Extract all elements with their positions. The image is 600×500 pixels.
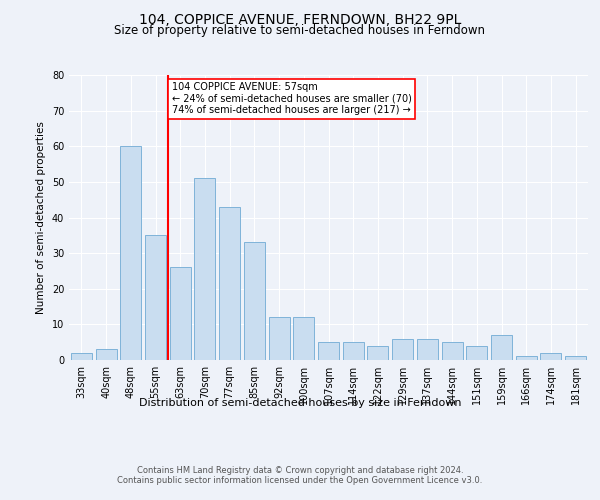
Bar bbox=[343, 342, 364, 360]
Bar bbox=[120, 146, 141, 360]
Bar bbox=[442, 342, 463, 360]
Bar bbox=[293, 318, 314, 360]
Y-axis label: Number of semi-detached properties: Number of semi-detached properties bbox=[36, 121, 46, 314]
Bar bbox=[194, 178, 215, 360]
Bar bbox=[71, 353, 92, 360]
Bar bbox=[219, 207, 240, 360]
Bar bbox=[318, 342, 339, 360]
Bar bbox=[95, 350, 116, 360]
Bar bbox=[269, 318, 290, 360]
Bar bbox=[516, 356, 537, 360]
Bar bbox=[466, 346, 487, 360]
Bar bbox=[392, 338, 413, 360]
Text: 104 COPPICE AVENUE: 57sqm
← 24% of semi-detached houses are smaller (70)
74% of : 104 COPPICE AVENUE: 57sqm ← 24% of semi-… bbox=[172, 82, 412, 116]
Text: Contains HM Land Registry data © Crown copyright and database right 2024.: Contains HM Land Registry data © Crown c… bbox=[137, 466, 463, 475]
Bar bbox=[244, 242, 265, 360]
Text: Contains public sector information licensed under the Open Government Licence v3: Contains public sector information licen… bbox=[118, 476, 482, 485]
Bar bbox=[417, 338, 438, 360]
Bar bbox=[541, 353, 562, 360]
Text: 104, COPPICE AVENUE, FERNDOWN, BH22 9PL: 104, COPPICE AVENUE, FERNDOWN, BH22 9PL bbox=[139, 12, 461, 26]
Text: Size of property relative to semi-detached houses in Ferndown: Size of property relative to semi-detach… bbox=[115, 24, 485, 37]
Bar bbox=[145, 236, 166, 360]
Bar bbox=[565, 356, 586, 360]
Text: Distribution of semi-detached houses by size in Ferndown: Distribution of semi-detached houses by … bbox=[139, 398, 461, 407]
Bar bbox=[170, 268, 191, 360]
Bar bbox=[367, 346, 388, 360]
Bar bbox=[491, 335, 512, 360]
